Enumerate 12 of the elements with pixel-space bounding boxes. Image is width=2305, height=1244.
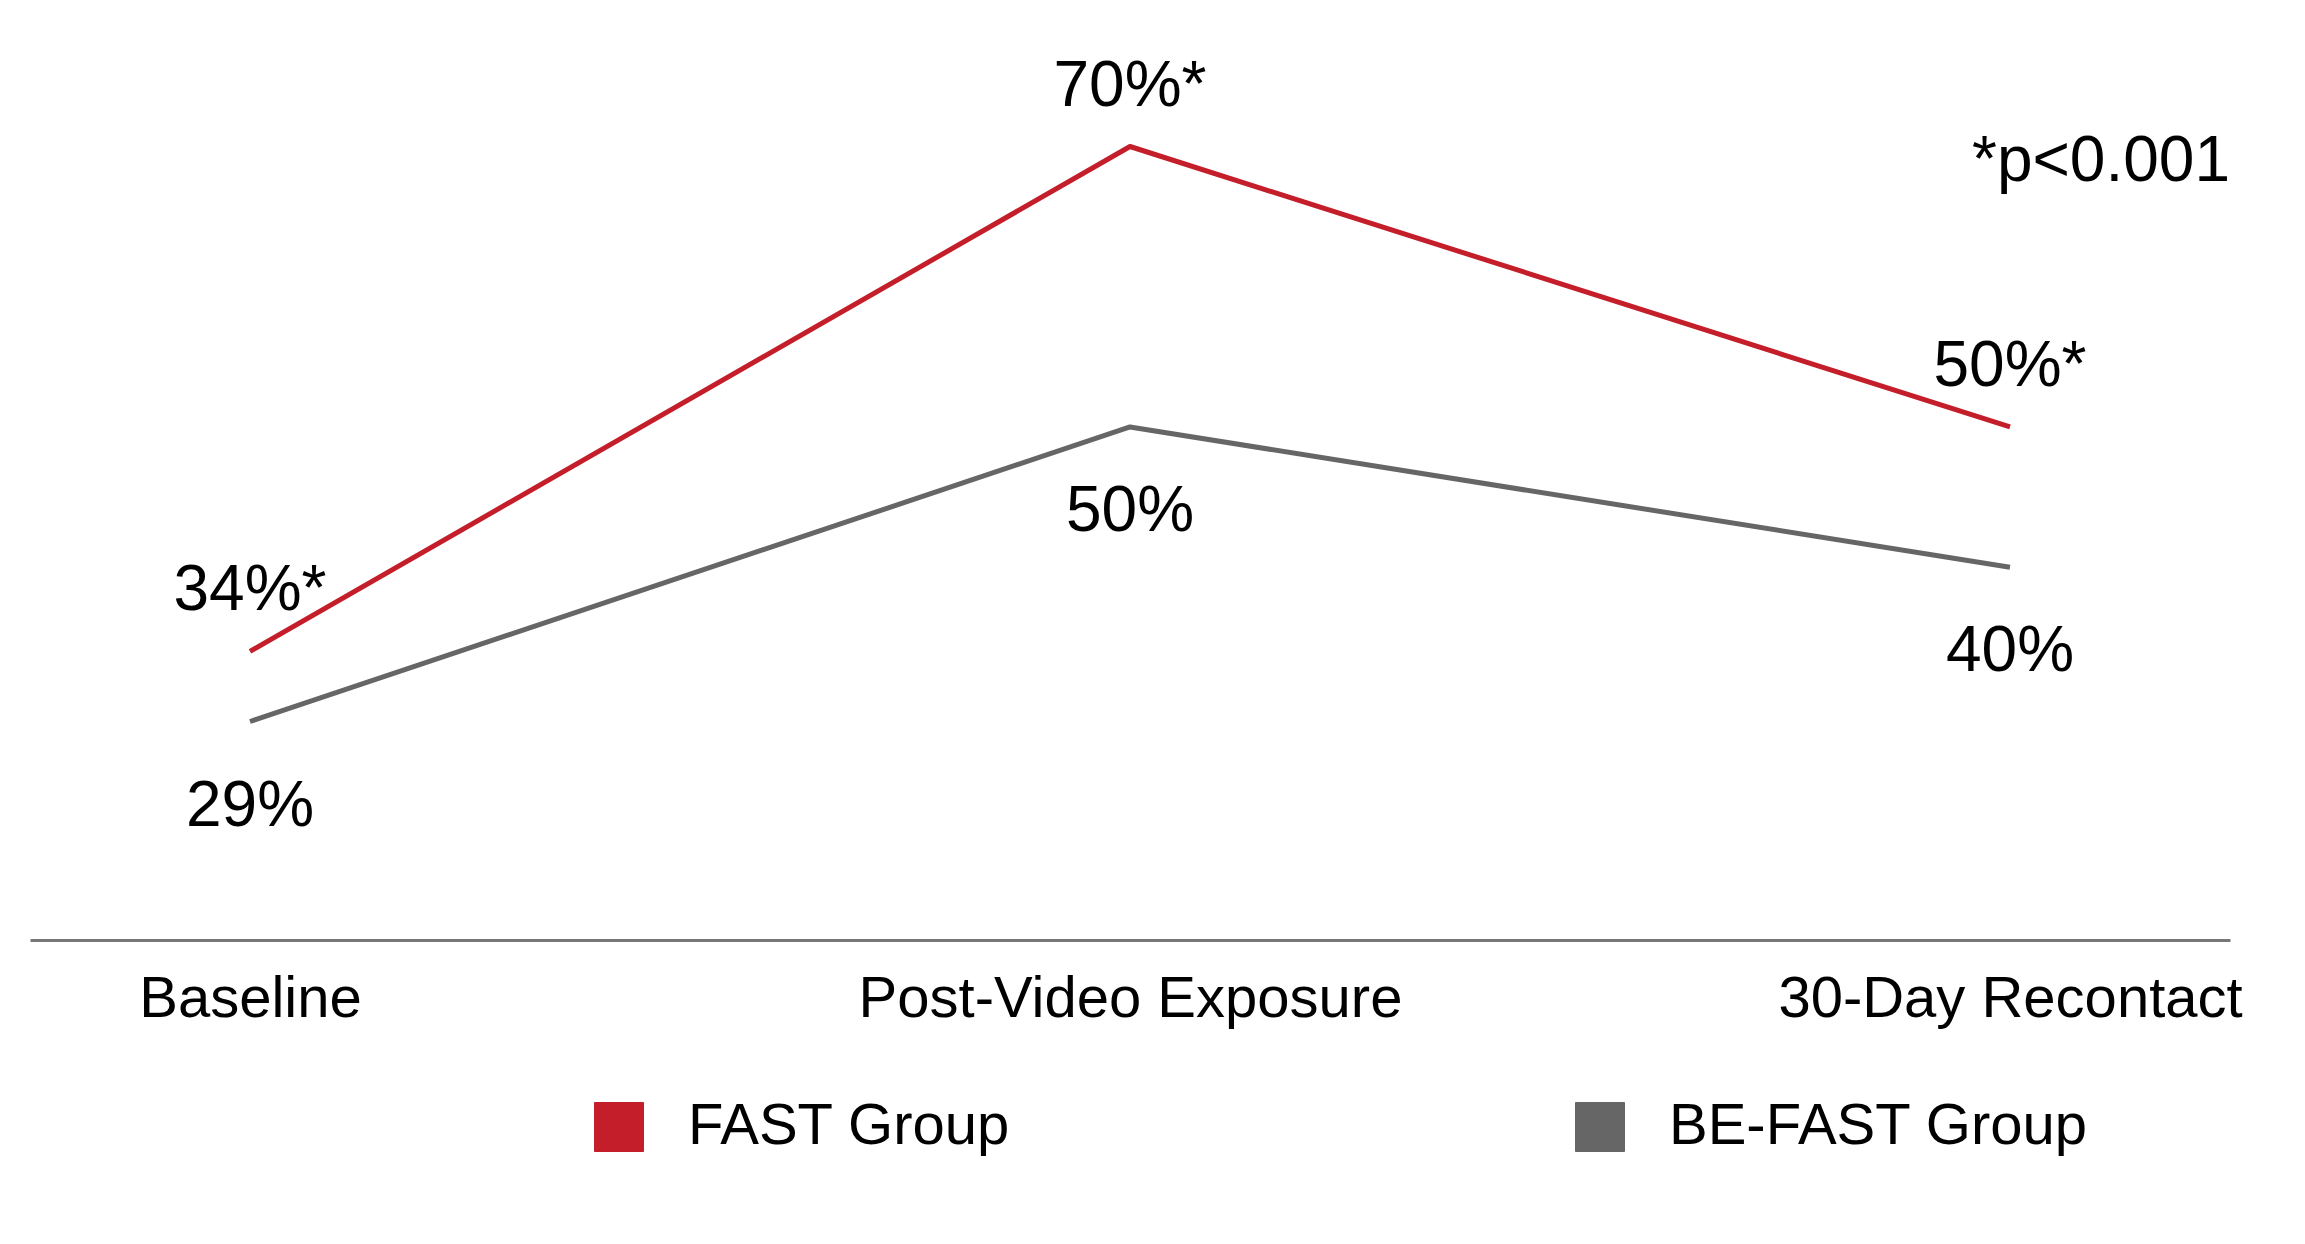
data-label: 70%* <box>1053 47 1207 120</box>
data-label: 40% <box>1945 613 2075 686</box>
x-tick-label: Post-Video Exposure <box>858 963 1403 1029</box>
data-label: 34%* <box>173 552 327 625</box>
data-label: 50% <box>1065 472 1195 545</box>
data-label: 29% <box>185 767 315 840</box>
legend-label: BE-FAST Group <box>1669 1091 2087 1156</box>
annotation: *p<0.001 <box>1971 123 2230 195</box>
data-label: 50%* <box>1933 327 2087 400</box>
legend-label: FAST Group <box>688 1091 1010 1156</box>
x-tick-label: 30-Day Recontact <box>1778 963 2243 1029</box>
x-tick-label: Baseline <box>139 963 362 1029</box>
